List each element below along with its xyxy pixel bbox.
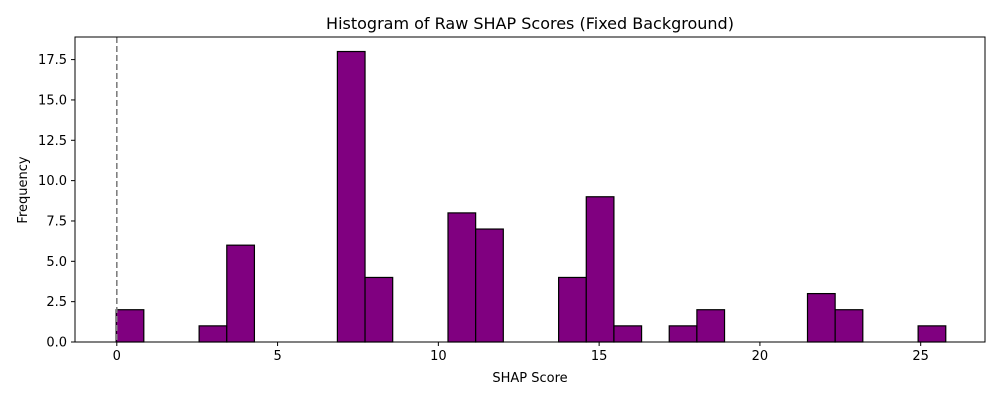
histogram-bar [336,50,366,343]
chart-title: Histogram of Raw SHAP Scores (Fixed Back… [326,14,734,33]
histogram-bar [668,325,698,343]
y-tick-label: 5.0 [46,255,67,270]
x-tick-label: 20 [752,349,769,364]
histogram-bar [834,309,864,343]
plot-area: 0 5 10 15 20 25 0.0 2.5 5.0 7.5 10.0 12.5 15.0 17.5 [38,36,986,364]
y-tick-label: 10.0 [38,174,67,189]
histogram-bar [198,325,228,343]
histogram-bar [806,292,836,343]
histogram-bar [364,276,394,343]
histogram-bar [696,309,726,343]
histogram-bar [475,228,504,343]
histogram-bar [613,325,643,343]
x-tick-label: 10 [430,349,447,364]
histogram-bar [115,309,145,343]
y-tick-label: 7.5 [46,214,67,229]
x-tick-label: 5 [273,349,281,364]
x-tick-label: 0 [113,349,121,364]
plot-frame [74,36,986,343]
y-tick-label: 0.0 [46,336,67,351]
y-axis-label: Frequency [16,156,31,223]
histogram-bar [585,196,615,343]
x-tick-label: 25 [912,349,929,364]
y-tick-label: 17.5 [38,53,67,68]
x-axis-label: SHAP Score [492,371,567,386]
y-tick-label: 15.0 [38,93,67,108]
histogram-bar [226,244,256,343]
histogram-bar [558,276,587,343]
x-tick-label: 15 [591,349,608,364]
histogram-bar [447,212,477,343]
y-tick-label: 2.5 [46,295,67,310]
y-tick-label: 12.5 [38,134,67,149]
histogram-bar [917,325,947,343]
